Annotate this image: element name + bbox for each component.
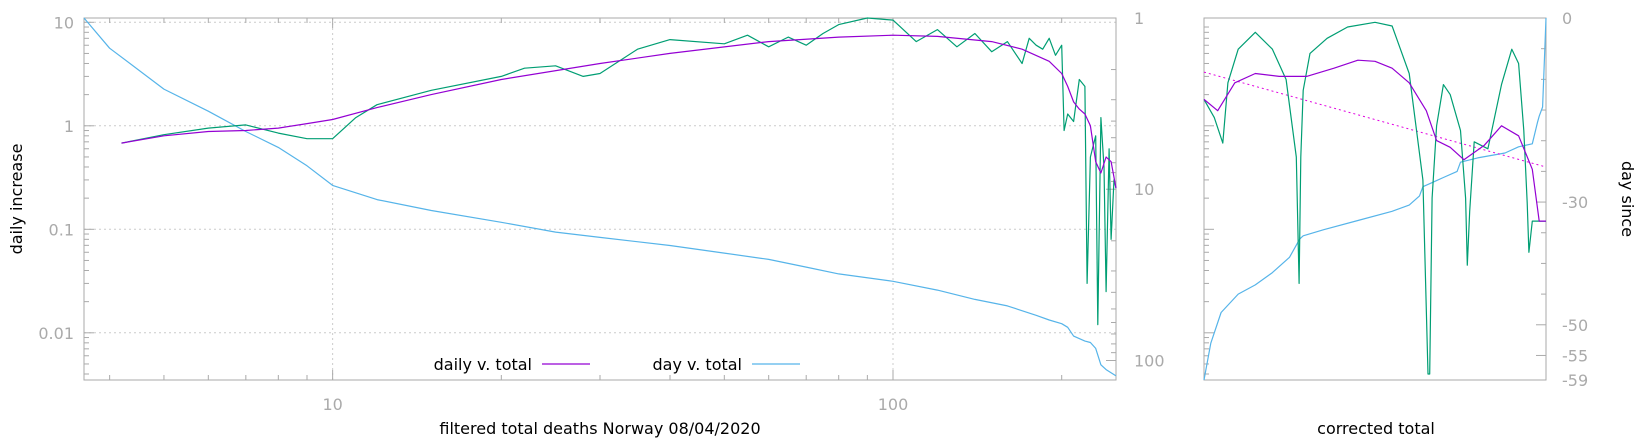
inset-chart-panel: 0 -30 -50 -55 -59 corrected total day since <box>1203 9 1637 438</box>
series-day-v-total-line <box>83 17 1117 377</box>
inset-trend-dotted-line <box>1203 71 1547 168</box>
inset-y2-tick-label: -59 <box>1562 371 1588 390</box>
inset-day-since-line <box>1203 17 1547 381</box>
main-x-tick-label: 100 <box>878 395 909 414</box>
main-y2-tick-label: 10 <box>1134 180 1154 199</box>
main-y-tick-label: 0.1 <box>49 220 74 239</box>
main-y-tick-label: 10 <box>54 13 74 32</box>
main-y2-tick-label: 1 <box>1134 9 1144 28</box>
inset-y2-axis-label: day since <box>1618 161 1637 237</box>
main-y-tick-label: 1 <box>64 117 74 136</box>
legend-label-daily: daily v. total <box>434 355 532 374</box>
main-y-axis-label: daily increase <box>7 144 26 255</box>
inset-axis-ticks: 0 -30 -50 -55 -59 <box>1204 9 1588 390</box>
main-grid <box>84 18 1116 380</box>
main-series <box>83 17 1117 377</box>
main-x-tick-label: 10 <box>322 395 342 414</box>
series-daily-v-total-line <box>121 34 1117 189</box>
series-daily-raw-line <box>121 17 1117 326</box>
inset-daily-smoothed-line <box>1203 59 1546 222</box>
main-y-tick-label: 0.01 <box>38 324 74 343</box>
inset-series <box>1203 17 1547 381</box>
main-plot-frame <box>83 17 1117 381</box>
inset-y2-tick-label: 0 <box>1562 9 1572 28</box>
inset-x-axis-label: corrected total <box>1317 419 1435 438</box>
main-axis-ticks: 10 100 0.01 0.1 1 10 1 10 100 <box>38 9 1164 414</box>
inset-y2-tick-label: -55 <box>1562 346 1588 365</box>
inset-plot-frame <box>1203 17 1547 381</box>
inset-y2-tick-label: -30 <box>1562 193 1588 212</box>
inset-daily-raw-line <box>1203 21 1546 375</box>
legend-label-day: day v. total <box>653 355 743 374</box>
main-chart-panel: 10 100 0.01 0.1 1 10 1 10 100 daily increase fil… <box>7 9 1165 438</box>
main-x-axis-label: filtered total deaths Norway 08/04/2020 <box>439 419 760 438</box>
main-y2-tick-label: 100 <box>1134 351 1165 370</box>
inset-y2-tick-label: -50 <box>1562 316 1588 335</box>
legend: daily v. total day v. total <box>434 355 800 374</box>
